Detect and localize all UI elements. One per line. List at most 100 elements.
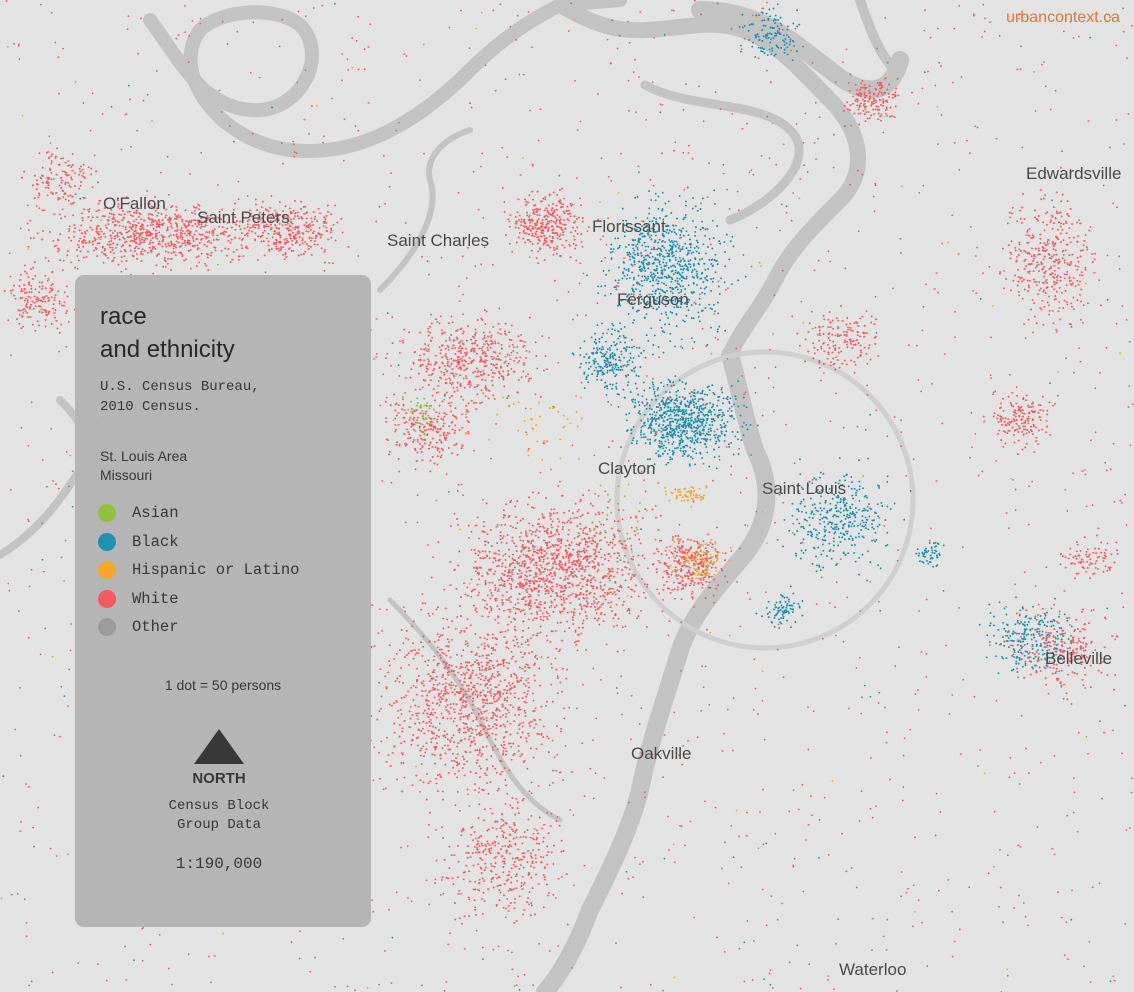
population-dot [84,241,87,244]
population-dot [629,516,632,519]
population-dot [50,171,53,174]
population-dot [40,308,43,311]
population-dot [534,341,537,344]
population-dot [467,402,470,405]
population-dot [424,412,427,415]
population-dot [864,527,867,530]
population-dot [776,611,779,614]
population-dot [667,267,670,269]
population-dot [811,510,814,513]
population-dot [669,380,671,382]
population-dot [436,447,439,450]
population-dot [457,367,460,370]
population-dot [555,604,558,607]
population-dot [443,412,446,415]
population-dot [737,438,739,441]
population-dot [537,250,540,253]
population-dot [82,256,85,259]
population-dot [200,216,202,219]
population-dot [196,225,199,228]
population-dot [640,261,643,264]
population-dot [652,383,655,386]
population-dot [124,250,127,253]
population-dot [81,212,83,215]
population-dot [211,230,214,233]
population-dot [285,241,288,244]
population-dot [551,207,554,210]
population-dot [405,421,408,424]
population-dot [172,251,175,254]
population-dot [1003,644,1006,647]
population-dot [632,251,635,254]
population-dot [626,430,628,432]
population-dot [498,307,501,310]
population-dot [157,211,160,214]
population-dot [559,255,561,257]
population-dot [633,263,636,266]
population-dot [607,269,610,272]
population-dot [663,331,666,334]
population-dot [595,342,598,345]
population-dot [473,370,476,373]
population-dot [923,551,926,554]
population-dot [669,434,672,437]
population-dot [433,363,436,366]
population-dot [653,411,656,413]
population-dot [658,238,661,241]
population-dot [670,276,673,279]
population-dot [465,368,468,371]
population-dot [96,255,99,258]
population-dot [294,237,297,240]
population-dot [457,362,460,365]
population-dot [23,284,26,286]
population-dot [156,225,159,228]
population-dot [846,530,849,533]
population-dot [38,152,41,155]
population-dot [261,221,264,224]
population-dot [566,205,569,208]
population-dot [1046,644,1049,647]
population-dot [584,611,587,613]
population-dot [835,523,838,526]
population-dot [609,353,612,356]
population-dot [424,347,427,350]
population-dot [697,412,700,414]
population-dot [562,210,565,213]
population-dot [572,575,574,578]
population-dot [684,264,687,267]
population-dot [663,444,665,447]
population-dot [651,353,654,356]
population-dot [674,269,677,272]
population-dot [625,349,628,352]
population-dot [465,408,468,411]
population-dot [625,413,628,416]
population-dot [270,226,273,229]
population-dot [142,224,145,227]
population-dot [531,506,533,509]
population-dot [171,226,173,229]
population-dot [70,166,73,168]
population-dot [787,598,790,601]
population-dot [463,369,466,372]
population-dot [687,249,690,252]
population-dot [472,350,475,353]
population-dot [1050,625,1053,628]
population-dot [646,217,649,220]
population-dot [697,246,700,249]
population-dot [808,516,811,519]
population-dot [123,237,126,240]
population-dot [705,275,708,278]
population-dot [689,436,692,439]
population-dot [29,219,32,222]
population-dot [204,262,207,265]
population-dot [133,247,136,250]
population-dot [291,231,294,234]
population-dot [216,234,219,237]
population-dot [58,184,61,187]
population-dot [218,225,221,228]
population-dot [492,394,495,397]
population-dot [668,391,671,394]
population-dot [681,227,684,230]
population-dot [652,385,655,388]
population-dot [184,209,187,212]
